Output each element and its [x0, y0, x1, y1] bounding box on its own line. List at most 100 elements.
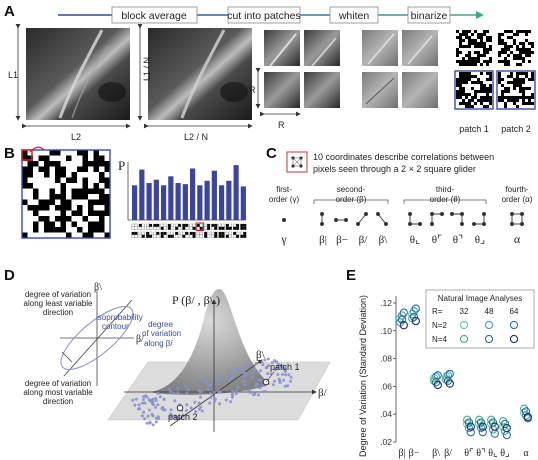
patch-point: [261, 384, 264, 388]
e-ytick-label: .12: [380, 298, 392, 308]
order-first-2: order (γ): [269, 195, 300, 204]
glider-configurations: [131, 222, 247, 238]
patch-point: [185, 391, 189, 395]
patch-point: [146, 414, 150, 418]
symbol-beta-diag2: β\: [379, 234, 389, 246]
patch-point: [208, 396, 212, 400]
patch-point: [231, 390, 235, 394]
glider-bar: [190, 168, 196, 220]
e-legend: [425, 289, 535, 349]
patch-point: [190, 380, 194, 384]
image-patches: [264, 30, 340, 108]
glider-bar: [175, 183, 181, 220]
glider-config-glyph: [175, 223, 182, 238]
patch-point: [245, 365, 249, 369]
patch-point: [197, 401, 201, 405]
patch-point: [277, 377, 281, 381]
glider-config-glyph: [146, 223, 153, 238]
step-binarize: binarize: [411, 10, 448, 22]
panel-c-caption-1: 10 coordinates describe correlations bet…: [313, 152, 494, 162]
patch-point: [143, 401, 147, 405]
patch-point: [269, 372, 273, 376]
e-data-point: [478, 428, 487, 437]
patch-point: [242, 379, 246, 383]
glider-config-glyph: [182, 223, 189, 238]
dim-l1n: L1 / N: [142, 57, 152, 81]
legend-r-64: 64: [510, 307, 519, 316]
glider-bar: [139, 169, 145, 220]
legend-title: Natural Image Analyses: [438, 294, 523, 303]
patch-point: [142, 410, 146, 414]
e-data-point: [411, 316, 420, 326]
e-ytick-label: .08: [380, 354, 392, 364]
e-category-label: θ⌝: [476, 448, 485, 459]
patch-point: [151, 423, 155, 427]
e-data-point: [523, 412, 532, 422]
legend-r-label: R=: [432, 307, 443, 316]
patch-point: [270, 361, 274, 365]
patch-point: [138, 407, 142, 411]
e-data-point: [500, 419, 510, 429]
label-iso-1: isoprobability: [96, 313, 143, 322]
e-data-point: [409, 312, 419, 322]
patch-point: [260, 360, 264, 364]
panel-letter-b: B: [4, 145, 15, 162]
e-data-point: [466, 422, 475, 431]
e-scatter-points: [396, 304, 532, 440]
binarized-patch: [454, 70, 494, 110]
patch-point: [273, 379, 276, 383]
patch-point: [218, 402, 222, 406]
patch-point: [276, 362, 280, 366]
legend-r-48: 48: [485, 307, 494, 316]
sketch-axis-beta-slash: β/: [136, 334, 144, 345]
patch-2-marker: [176, 404, 184, 412]
glider-bar: [161, 185, 167, 220]
patch-point: [140, 414, 144, 418]
step-block-average: block average: [121, 10, 187, 22]
patch-point: [168, 416, 172, 419]
patch-point: [276, 373, 280, 376]
whitened-patches: [362, 30, 438, 108]
glider-pair-icons: [281, 212, 524, 226]
patch-point: [176, 391, 180, 395]
glider-config-glyph: [167, 223, 174, 238]
glider-config-glyph: [138, 223, 145, 238]
patch-point: [206, 385, 210, 389]
order-second-1: second-: [337, 185, 366, 194]
patch-point: [152, 403, 155, 407]
order-fourth-2: order (α): [502, 195, 533, 204]
dim-r-vertical: R: [249, 85, 256, 95]
glider-2x2-icon: [286, 151, 308, 173]
glider-config-glyph: [160, 223, 167, 238]
patch-point: [282, 378, 285, 382]
e-data-point: [476, 418, 486, 427]
patch-point: [261, 390, 265, 394]
patch-point: [281, 372, 284, 376]
patch-point: [196, 388, 200, 392]
patch-point: [254, 362, 258, 365]
patch-point: [284, 373, 288, 377]
patch-point: [208, 401, 212, 405]
e-ytick-label: .04: [380, 409, 392, 419]
panel-letter-a: A: [4, 3, 15, 20]
glider-config-glyph: [240, 223, 247, 238]
glider-bar: [168, 176, 174, 220]
patch-point: [206, 387, 210, 391]
pipeline-arrow: [58, 6, 484, 24]
symbol-beta-diag1: β/: [359, 234, 369, 246]
patch-point: [163, 408, 167, 412]
label-most-2: along most variable: [23, 388, 93, 397]
patch-point: [173, 414, 177, 418]
e-ytick-label: .02: [380, 437, 392, 447]
patch-point: [160, 406, 164, 410]
patch-point: [281, 364, 284, 368]
patch-point: [193, 400, 197, 404]
e-data-point: [478, 422, 487, 431]
e-data-point: [399, 321, 408, 330]
patch-point: [231, 374, 235, 378]
glider-config-glyph: [131, 223, 138, 238]
dim-l1: L1: [8, 70, 18, 80]
step-cut-into-patches: cut into patches: [227, 10, 301, 22]
e-ytick-label: .06: [380, 381, 392, 391]
